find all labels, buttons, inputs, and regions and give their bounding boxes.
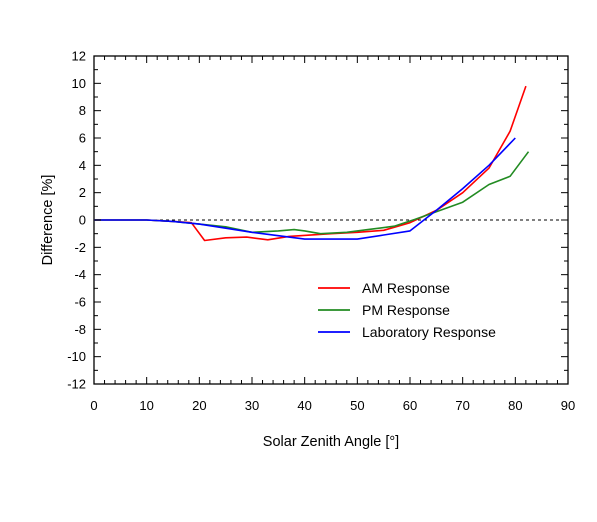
x-tick-label: 0 — [90, 398, 97, 413]
y-tick-label: -2 — [74, 240, 86, 255]
x-tick-label: 40 — [297, 398, 311, 413]
ticks-layer — [93, 55, 569, 385]
y-tick-label: -6 — [74, 295, 86, 310]
x-tick-label: 70 — [455, 398, 469, 413]
y-tick-label: 0 — [79, 213, 86, 228]
tick-labels-layer: 0 10 20 30 40 50 60 70 80 90 -12 -10 -8 -6 -4 -2 0 2 4 6 8 10… — [67, 49, 575, 414]
y-axis-title: Difference [%] — [40, 175, 56, 266]
x-axis-title: Solar Zenith Angle [°] — [263, 434, 399, 450]
x-tick-label: 60 — [403, 398, 417, 413]
legend-label-am-response: AM Response — [362, 280, 450, 296]
x-tick-label: 10 — [139, 398, 153, 413]
y-tick-label: -10 — [67, 349, 86, 364]
y-tick-label: 10 — [72, 76, 86, 91]
y-tick-label: 2 — [79, 185, 86, 200]
series-layer — [94, 85, 530, 242]
legend-label-pm-response: PM Response — [362, 302, 450, 318]
x-tick-label: 90 — [561, 398, 575, 413]
x-tick-label: 30 — [245, 398, 259, 413]
x-tick-label: 80 — [508, 398, 522, 413]
y-tick-label: 12 — [72, 49, 86, 64]
y-tick-label: 6 — [79, 131, 86, 146]
series-line-am-response — [94, 85, 527, 242]
legend: AM Response PM Response Laboratory Respons… — [318, 280, 496, 340]
y-tick-label: 8 — [79, 103, 86, 118]
y-tick-label: -8 — [74, 322, 86, 337]
x-tick-label: 20 — [192, 398, 206, 413]
series-line-laboratory-response — [94, 137, 516, 240]
y-tick-label: -4 — [74, 267, 86, 282]
y-tick-label: -12 — [67, 377, 86, 392]
y-tick-label: 4 — [79, 158, 86, 173]
legend-label-laboratory-response: Laboratory Response — [362, 324, 496, 340]
x-tick-label: 50 — [350, 398, 364, 413]
